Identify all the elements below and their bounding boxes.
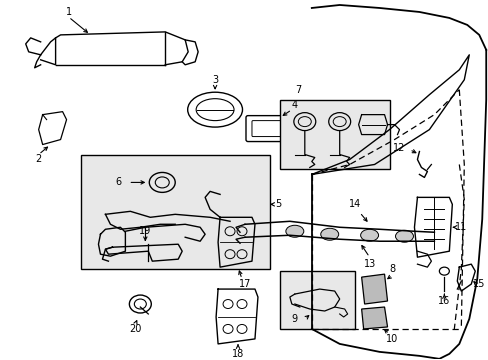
Text: 9: 9 (291, 314, 297, 324)
Text: 14: 14 (348, 199, 360, 210)
Text: 3: 3 (212, 75, 218, 85)
Text: 6: 6 (115, 177, 121, 188)
Text: 12: 12 (392, 143, 405, 153)
Text: 15: 15 (472, 279, 485, 289)
Text: 10: 10 (386, 334, 398, 344)
Text: 13: 13 (363, 259, 375, 269)
Ellipse shape (395, 230, 413, 242)
Polygon shape (361, 307, 387, 329)
Text: 19: 19 (139, 226, 151, 236)
Text: 20: 20 (129, 324, 141, 334)
Bar (81, 154, 269, 269)
Text: 4: 4 (291, 100, 297, 110)
Text: 16: 16 (437, 296, 449, 306)
Text: 1: 1 (65, 7, 71, 17)
Text: 18: 18 (231, 349, 244, 359)
Text: 5: 5 (274, 199, 281, 210)
Bar (279, 271, 354, 329)
Ellipse shape (285, 225, 303, 237)
Bar (279, 100, 389, 170)
Text: 7: 7 (294, 85, 300, 95)
Polygon shape (361, 274, 387, 304)
Ellipse shape (320, 228, 338, 240)
Ellipse shape (360, 229, 378, 241)
Text: 11: 11 (454, 222, 467, 232)
Text: 2: 2 (36, 154, 41, 165)
Text: 17: 17 (238, 279, 251, 289)
Text: 8: 8 (388, 264, 395, 274)
